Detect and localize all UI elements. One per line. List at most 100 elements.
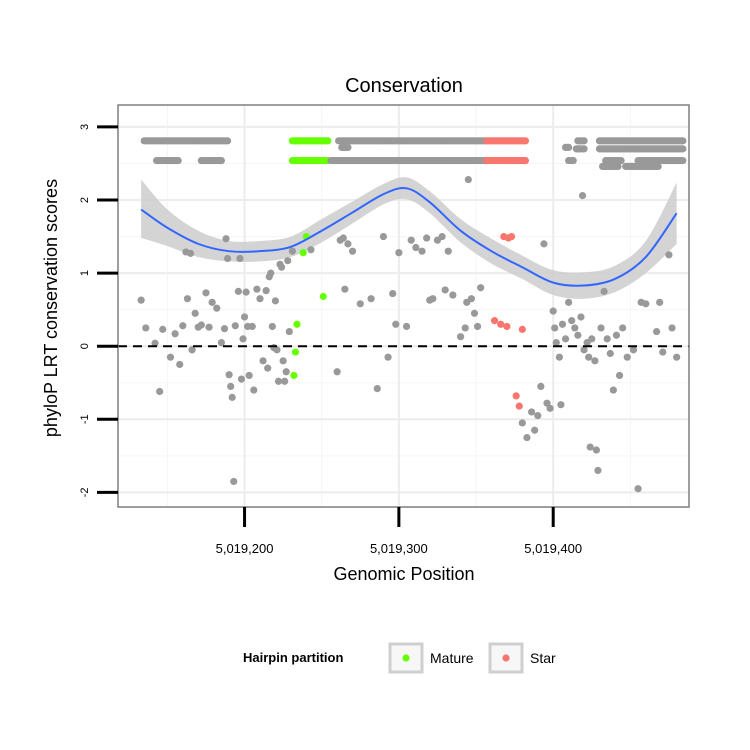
other-point xyxy=(580,346,588,354)
other-point xyxy=(642,300,650,308)
other-point xyxy=(339,234,347,242)
other-point xyxy=(609,386,617,394)
chart-title: Conservation xyxy=(345,75,463,97)
other-point xyxy=(565,298,573,306)
other-point xyxy=(225,371,233,379)
other-point xyxy=(227,382,235,390)
other-point xyxy=(457,333,465,341)
mature-point xyxy=(293,320,301,328)
other-point xyxy=(659,348,667,356)
other-point xyxy=(444,247,452,255)
other-point xyxy=(307,246,315,254)
other-point xyxy=(274,377,283,385)
other-point xyxy=(470,309,479,317)
x-tick-label: 5,019,300 xyxy=(370,541,428,556)
other-point xyxy=(230,477,238,486)
other-point xyxy=(384,353,392,361)
other-point xyxy=(279,357,287,365)
star-point xyxy=(490,317,499,325)
other-point xyxy=(656,298,664,306)
scatter-points xyxy=(137,175,681,493)
rug-point xyxy=(565,143,573,151)
other-point xyxy=(395,249,403,257)
other-point xyxy=(574,331,582,339)
other-point xyxy=(597,324,605,332)
other-point xyxy=(552,338,560,347)
star-point xyxy=(507,232,516,241)
other-point xyxy=(568,317,576,325)
other-point xyxy=(392,320,400,328)
other-point xyxy=(407,236,415,244)
legend-title: Hairpin partition xyxy=(243,650,343,665)
legend-key-dot xyxy=(402,654,410,662)
other-point xyxy=(239,335,247,343)
other-point xyxy=(464,175,472,184)
other-point xyxy=(367,295,375,303)
other-point xyxy=(619,324,627,332)
other-point xyxy=(629,346,638,354)
other-point xyxy=(592,446,601,454)
other-point xyxy=(531,426,539,434)
other-point xyxy=(171,330,179,338)
rug-point xyxy=(679,156,687,165)
other-point xyxy=(248,322,256,331)
rug-points xyxy=(140,137,687,170)
other-point xyxy=(217,338,225,347)
other-point xyxy=(245,371,253,380)
other-point xyxy=(591,357,599,365)
other-point xyxy=(288,247,296,255)
y-tick-label: -1 xyxy=(79,414,91,424)
star-point xyxy=(497,320,505,328)
other-point xyxy=(202,289,210,297)
rug-point xyxy=(521,156,530,165)
other-point xyxy=(259,357,267,365)
other-point xyxy=(600,287,608,295)
other-point xyxy=(264,364,272,372)
smooth-trend-line xyxy=(140,187,678,287)
other-point xyxy=(205,323,213,331)
plot-border xyxy=(117,104,690,508)
rug-point xyxy=(580,145,588,153)
other-point xyxy=(236,254,244,263)
other-point xyxy=(179,322,187,330)
other-point xyxy=(285,327,293,336)
major-gridlines xyxy=(118,105,689,507)
rug-point xyxy=(569,156,577,165)
other-point xyxy=(438,232,446,241)
other-point xyxy=(253,285,261,293)
other-point xyxy=(373,384,381,393)
other-point xyxy=(612,331,621,339)
other-point xyxy=(186,249,195,257)
other-point xyxy=(527,408,536,416)
other-point xyxy=(534,412,542,420)
other-point xyxy=(449,291,457,299)
y-tick-label: -2 xyxy=(79,487,91,497)
other-point xyxy=(268,322,276,331)
rug-point xyxy=(654,162,662,170)
other-point xyxy=(222,235,230,243)
rug-point xyxy=(223,137,232,145)
other-point xyxy=(594,466,602,475)
other-point xyxy=(523,433,531,442)
star-point xyxy=(518,325,526,333)
other-point xyxy=(271,297,280,305)
other-point xyxy=(418,247,426,255)
other-point xyxy=(551,324,559,332)
y-axis-title: phyloP LRT conservation scores xyxy=(41,179,61,437)
other-point xyxy=(159,325,167,333)
other-point xyxy=(461,324,469,332)
other-point xyxy=(166,353,175,361)
legend-items: Mature Star xyxy=(388,642,556,674)
other-point xyxy=(341,285,349,293)
other-point xyxy=(348,247,357,255)
other-point xyxy=(389,289,397,298)
other-point xyxy=(256,295,264,303)
other-point xyxy=(549,307,557,315)
rug-point xyxy=(174,156,182,165)
other-point xyxy=(284,257,292,265)
other-point xyxy=(282,368,290,376)
other-point xyxy=(333,368,341,376)
other-point xyxy=(537,382,545,390)
other-point xyxy=(577,313,585,321)
other-point xyxy=(561,335,570,343)
